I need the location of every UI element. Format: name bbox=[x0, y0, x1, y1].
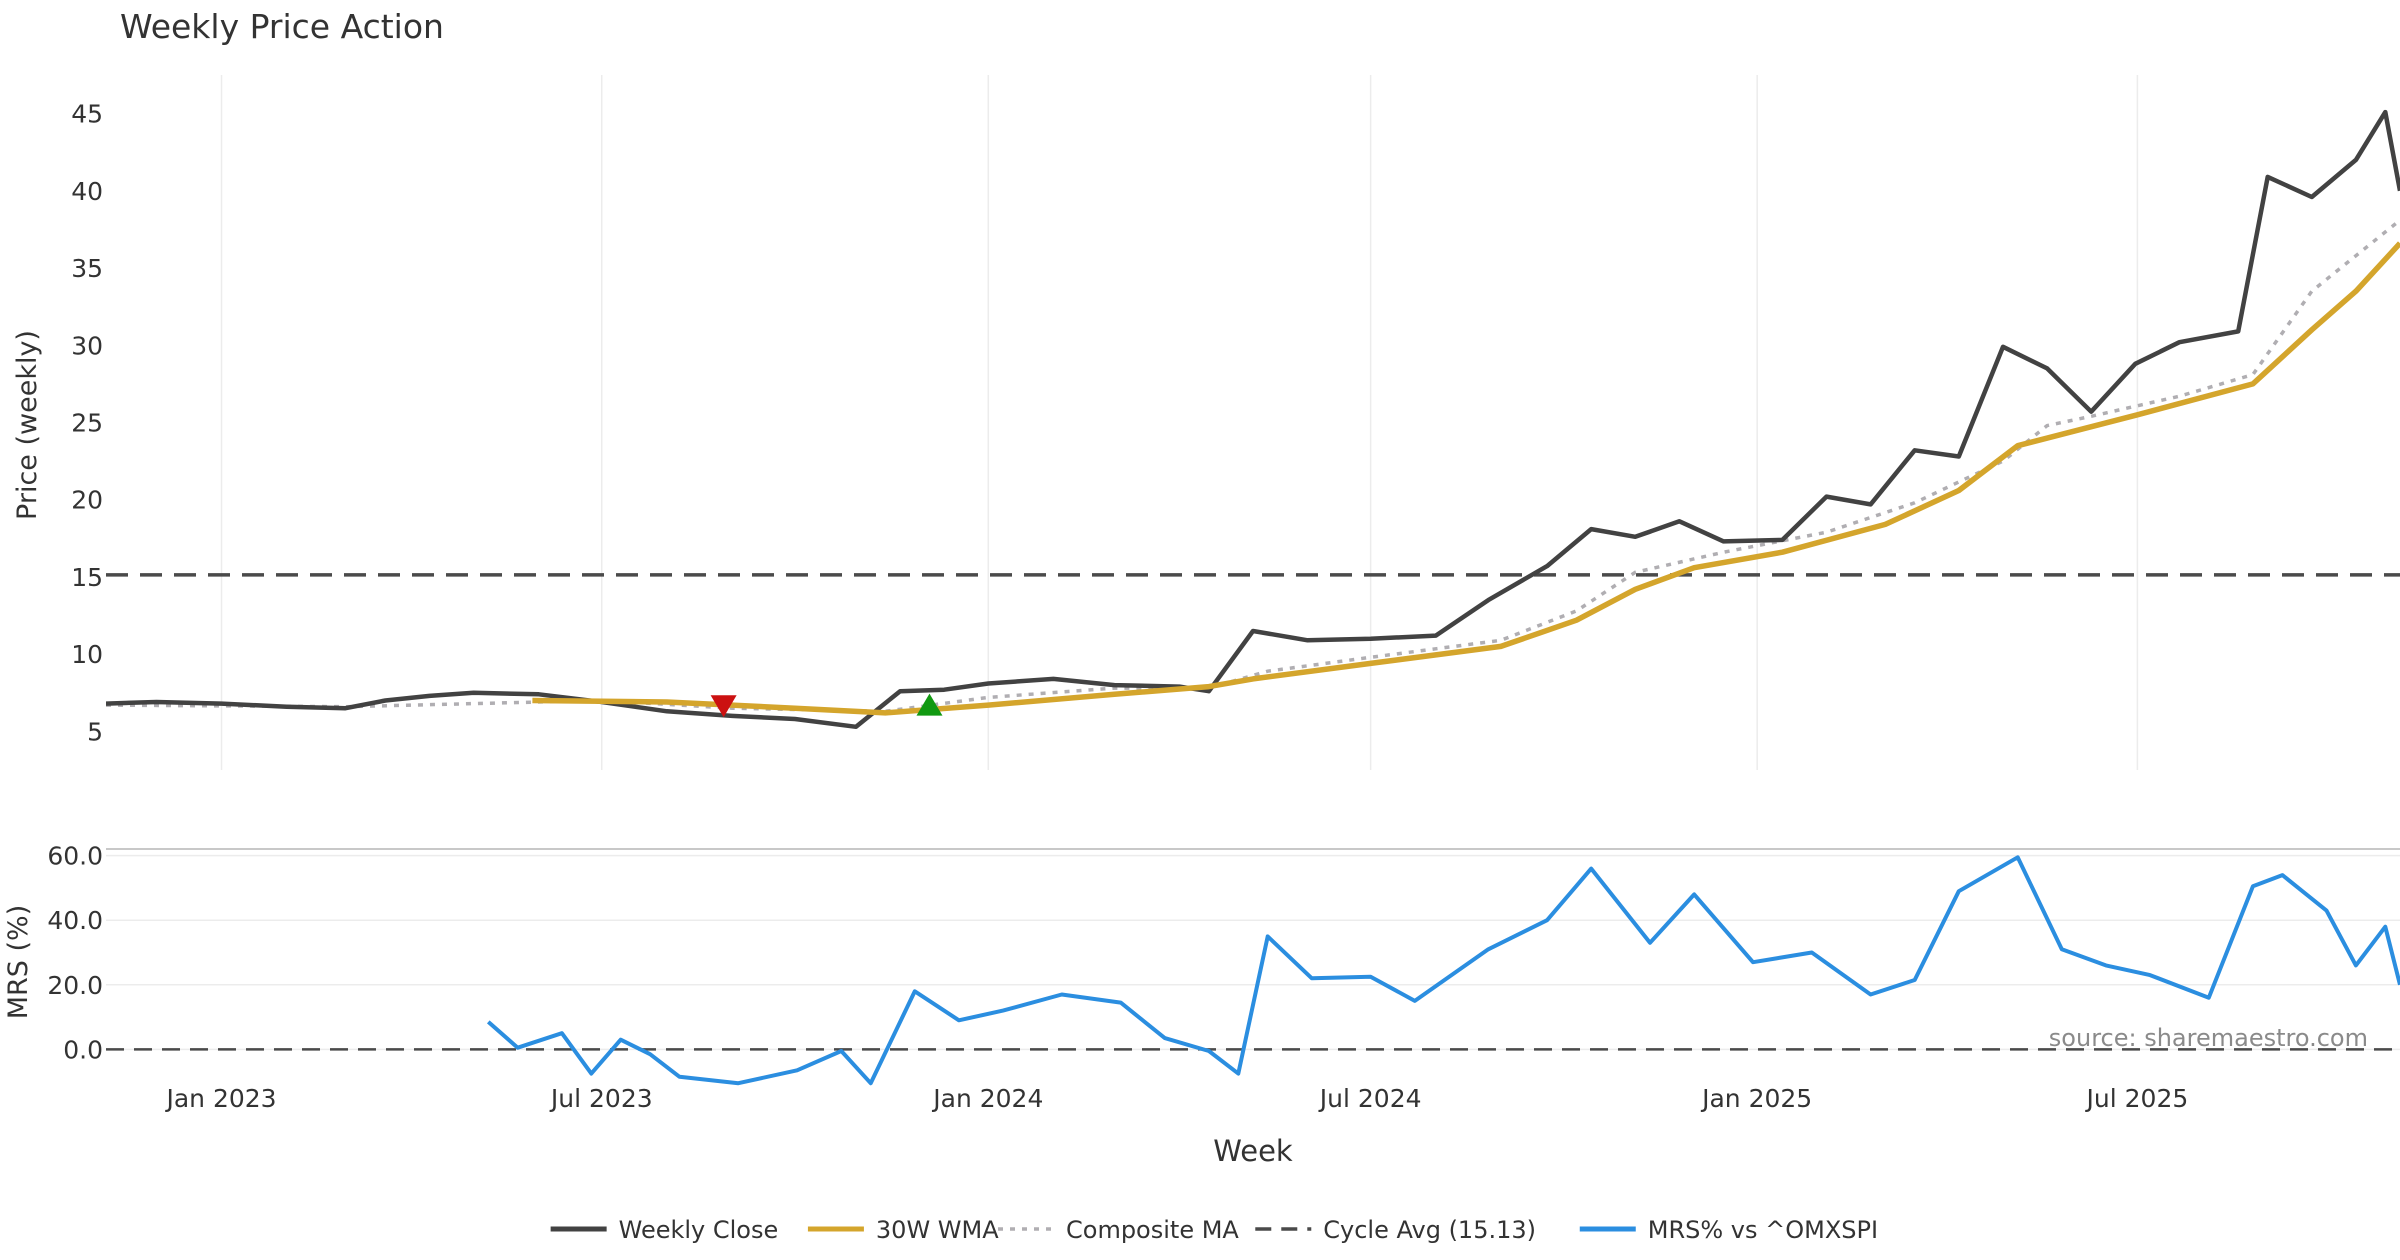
sell-signal-marker bbox=[710, 695, 737, 718]
legend-label-1: 30W WMA bbox=[876, 1216, 999, 1244]
composite-ma-line bbox=[106, 218, 2400, 714]
weekly-close-line bbox=[106, 109, 2400, 730]
mrs-line bbox=[486, 855, 2400, 1086]
legend-label-3: Cycle Avg (15.13) bbox=[1323, 1216, 1536, 1244]
mrs-grid bbox=[106, 854, 2400, 1051]
price-y-tick-25: 25 bbox=[71, 409, 103, 438]
legend: Weekly Close 30W WMA Composite MA Cycle Avg… bbox=[550, 1216, 1878, 1244]
price-y-tick-30: 30 bbox=[71, 331, 103, 360]
price-y-tick-5: 5 bbox=[87, 717, 103, 746]
mrs-y-tick-labels: 0.0 20.0 40.0 60.0 bbox=[47, 842, 103, 1065]
chart-title: Weekly Price Action bbox=[120, 7, 444, 46]
price-grid bbox=[220, 75, 2139, 770]
price-y-tick-10: 10 bbox=[71, 640, 103, 669]
source-annotation: source: sharemaestro.com bbox=[2049, 1024, 2368, 1052]
mrs-y-tick-0: 0.0 bbox=[63, 1035, 103, 1064]
mrs-y-tick-1: 20.0 bbox=[47, 971, 103, 1000]
price-y-tick-20: 20 bbox=[71, 486, 103, 515]
x-tick-5: Jul 2025 bbox=[2085, 1084, 2189, 1113]
price-y-tick-15: 15 bbox=[71, 563, 103, 592]
price-y-tick-45: 45 bbox=[71, 100, 103, 129]
x-tick-labels: Jan 2023 Jul 2023 Jan 2024 Jul 2024 Jan 2025… bbox=[164, 1084, 2188, 1113]
buy-signal-marker bbox=[916, 693, 943, 716]
mrs-y-tick-2: 40.0 bbox=[47, 906, 103, 935]
legend-label-0: Weekly Close bbox=[619, 1216, 779, 1244]
x-tick-4: Jan 2025 bbox=[1700, 1084, 1812, 1113]
x-axis-label: Week bbox=[1213, 1134, 1293, 1168]
x-tick-0: Jan 2023 bbox=[164, 1084, 276, 1113]
x-tick-3: Jul 2024 bbox=[1318, 1084, 1422, 1113]
legend-label-2: Composite MA bbox=[1066, 1216, 1239, 1244]
price-y-tick-labels: 5 10 15 20 25 30 35 40 45 bbox=[71, 100, 103, 747]
price-y-tick-35: 35 bbox=[71, 254, 103, 283]
x-tick-2: Jan 2024 bbox=[931, 1084, 1043, 1113]
mrs-y-tick-3: 60.0 bbox=[47, 842, 103, 871]
price-y-tick-40: 40 bbox=[71, 177, 103, 206]
legend-label-4: MRS% vs ^OMXSPI bbox=[1648, 1216, 1878, 1244]
mrs-y-axis-label: MRS (%) bbox=[3, 905, 34, 1020]
x-tick-1: Jul 2023 bbox=[549, 1084, 653, 1113]
wma-30w-line bbox=[532, 241, 2400, 716]
price-y-axis-label: Price (weekly) bbox=[12, 330, 43, 520]
